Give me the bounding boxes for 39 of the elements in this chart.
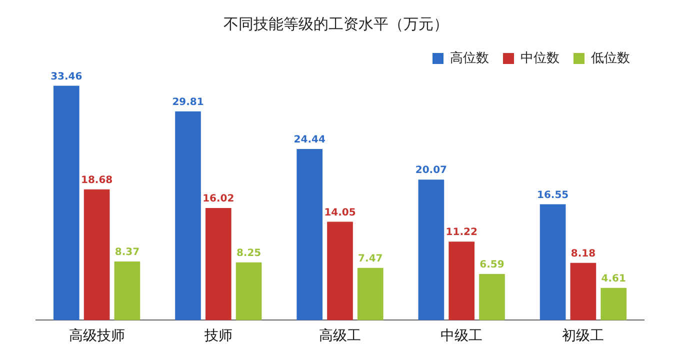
bar [53, 86, 80, 320]
x-tick-label: 技师 [203, 328, 232, 344]
bar [296, 148, 323, 320]
data-label: 7.47 [358, 253, 383, 264]
data-label: 16.55 [536, 190, 569, 201]
bar [479, 274, 505, 320]
legend-label: 低位数 [591, 50, 630, 66]
data-label: 8.37 [114, 247, 140, 258]
bar [600, 288, 627, 320]
bar [205, 208, 232, 320]
bar [327, 222, 353, 320]
bar [114, 262, 140, 320]
legend-label: 高位数 [450, 50, 489, 66]
x-tick-label: 初级工 [562, 328, 604, 344]
data-label: 8.18 [570, 248, 596, 260]
bar [540, 204, 566, 320]
bar [236, 262, 262, 320]
bar [418, 180, 444, 320]
chart-title: 不同技能等级的工资水平（万元） [224, 14, 448, 33]
data-label: 33.46 [50, 71, 82, 82]
data-label: 4.61 [601, 273, 626, 284]
legend-label: 中位数 [520, 50, 560, 66]
data-label: 29.81 [172, 96, 204, 108]
bar [357, 268, 384, 320]
bar [84, 189, 110, 320]
x-tick-label: 中级工 [440, 328, 483, 344]
data-label: 20.07 [415, 165, 448, 176]
data-label: 11.22 [446, 227, 478, 238]
bar [448, 242, 475, 320]
data-label: 16.02 [202, 194, 234, 205]
data-label: 18.68 [80, 174, 113, 186]
data-label: 6.59 [480, 260, 504, 271]
x-tick-label: 高级技师 [68, 328, 125, 344]
bar [175, 111, 201, 320]
data-label: 14.05 [324, 207, 356, 218]
data-label: 8.25 [236, 248, 262, 259]
data-label: 24.44 [294, 134, 326, 146]
bar [570, 262, 596, 320]
x-tick-label: 高级工 [319, 328, 361, 344]
